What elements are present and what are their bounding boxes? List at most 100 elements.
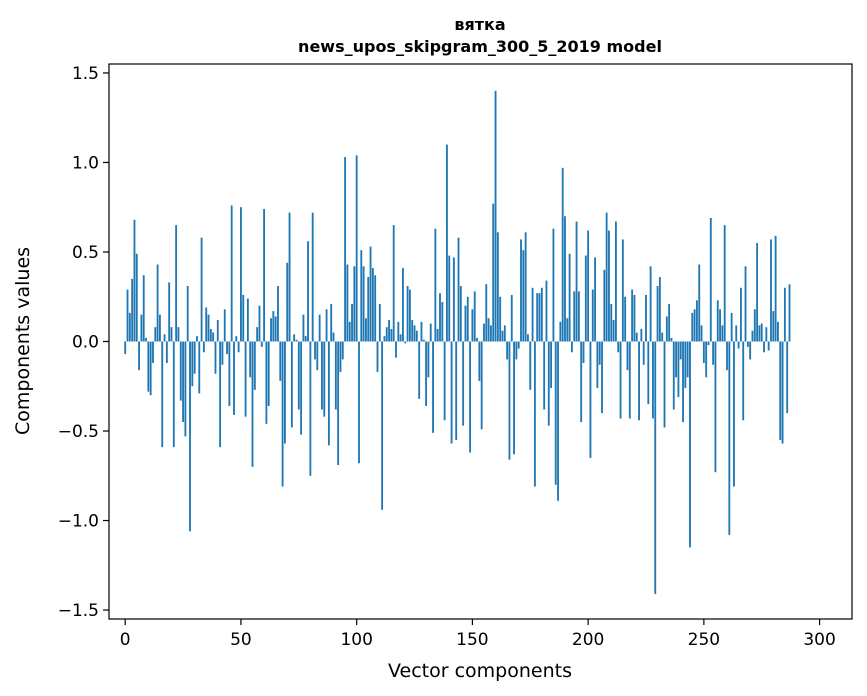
y-tick-label: −1.5	[58, 601, 99, 621]
bar	[415, 330, 418, 342]
y-tick-label: 0.0	[72, 333, 99, 353]
bar	[200, 237, 203, 342]
bar	[374, 275, 377, 342]
bar	[506, 341, 509, 360]
bar	[408, 289, 411, 342]
bar	[378, 303, 381, 342]
x-axis-ticks: 0 50 100 150 200 250 300	[120, 619, 836, 650]
bar	[503, 325, 506, 342]
bar	[214, 341, 217, 374]
bar	[670, 337, 673, 342]
bar	[230, 205, 233, 342]
bar	[228, 341, 231, 406]
bar	[145, 337, 147, 342]
bar	[728, 341, 731, 535]
bar	[656, 286, 659, 342]
bar	[652, 341, 654, 419]
bar	[777, 321, 779, 342]
bar	[742, 341, 745, 421]
x-tick-label: 50	[230, 630, 252, 650]
bar	[478, 341, 481, 381]
bar	[483, 323, 485, 342]
bar	[165, 341, 168, 363]
bar	[628, 341, 631, 419]
bar	[610, 303, 613, 342]
bar	[545, 280, 548, 342]
bar	[175, 225, 178, 342]
bar	[131, 278, 134, 342]
bar	[781, 341, 784, 444]
bar	[721, 325, 724, 342]
bar	[283, 341, 286, 444]
bar	[216, 320, 219, 342]
bar	[608, 230, 610, 342]
bar	[159, 314, 161, 342]
bar	[466, 296, 469, 342]
bar	[547, 341, 550, 426]
bar	[221, 341, 224, 365]
bar	[436, 328, 439, 342]
bar	[376, 341, 379, 372]
bar	[568, 253, 571, 342]
bar	[205, 307, 208, 342]
bar	[459, 286, 462, 342]
bar	[311, 212, 314, 342]
bar	[321, 341, 323, 410]
bar	[770, 239, 772, 342]
bar	[695, 300, 698, 342]
bar	[327, 341, 330, 446]
bar	[450, 341, 453, 444]
bar	[709, 217, 712, 342]
y-tick-label: −0.5	[58, 422, 99, 442]
bar	[654, 341, 657, 594]
bar	[533, 341, 536, 487]
bar	[147, 341, 150, 392]
bar	[253, 341, 256, 390]
bar	[332, 332, 335, 342]
bar	[402, 268, 404, 342]
bar	[591, 289, 594, 342]
bar	[492, 203, 495, 342]
bar	[642, 341, 645, 365]
bar	[207, 314, 210, 342]
bar	[582, 341, 585, 363]
bar	[355, 155, 358, 342]
bar	[422, 339, 425, 342]
bar	[172, 341, 175, 448]
bar	[365, 318, 367, 342]
bar	[524, 232, 527, 342]
bar	[499, 296, 502, 342]
bar	[638, 341, 640, 421]
bar	[730, 312, 733, 342]
bar	[300, 341, 303, 435]
bar	[152, 341, 154, 363]
bar	[249, 341, 252, 378]
bar	[765, 327, 768, 342]
bar	[573, 291, 576, 342]
bar	[348, 321, 351, 342]
bar	[432, 341, 434, 433]
bar	[358, 341, 360, 464]
bar	[612, 320, 615, 342]
bar	[476, 337, 478, 342]
bar	[260, 341, 263, 347]
bar	[334, 341, 337, 410]
bar	[668, 303, 671, 342]
bar	[485, 284, 488, 342]
bar	[626, 341, 629, 371]
x-tick-label: 250	[688, 630, 720, 650]
bar	[603, 269, 606, 342]
bar	[663, 341, 666, 428]
bar	[182, 341, 184, 423]
bar	[624, 296, 627, 342]
x-axis-label: Vector components	[388, 660, 572, 682]
bar	[170, 327, 173, 342]
y-tick-label: 1.0	[72, 153, 99, 173]
bar	[399, 334, 402, 342]
bar	[223, 309, 226, 342]
bar	[439, 293, 441, 342]
bar	[665, 316, 668, 342]
bar	[307, 241, 309, 342]
bar	[489, 325, 492, 342]
